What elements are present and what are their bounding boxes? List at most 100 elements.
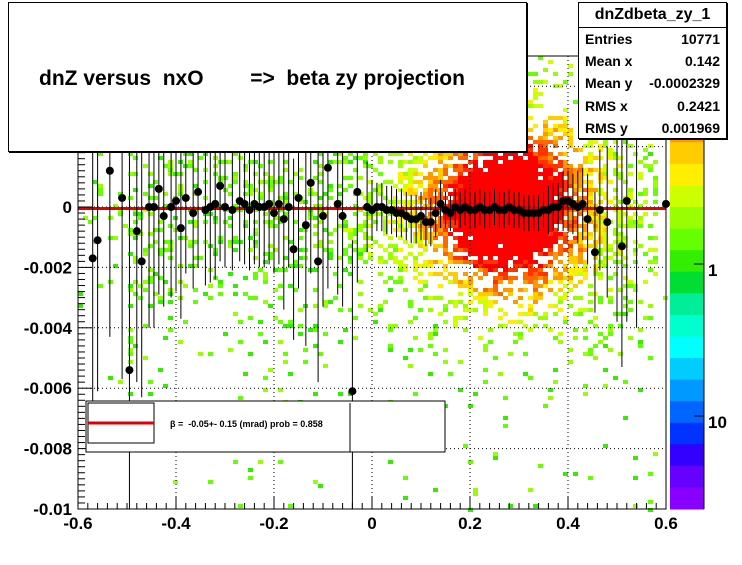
data-point [348,387,357,396]
title-box: dnZ versus nxO => beta zy projection [8,2,527,152]
palette-swatch [670,271,704,294]
stats-value: 10771 [681,31,720,47]
data-point [284,203,293,211]
palette-swatch [670,487,704,510]
y-tick-label: -0.006 [24,379,72,398]
x-tick-label: 0.2 [458,514,482,533]
fit-legend [85,400,446,453]
data-point [93,236,102,245]
stats-box: dnZdbeta_zy_1 Entries 10771 Mean x 0.142… [578,2,727,139]
palette-swatch [670,422,704,445]
x-tick-label: -0.6 [63,514,92,533]
data-point [105,166,114,175]
data-point [211,199,220,208]
data-point [583,215,592,224]
data-point [323,163,332,172]
data-point [595,206,604,215]
palette-swatch [670,401,704,424]
stats-row-mean-x: Mean x 0.142 [585,50,722,72]
stats-label: Mean y [585,75,633,91]
data-point [265,199,274,208]
palette-swatch [670,336,704,359]
data-point [603,218,612,227]
data-point [426,218,435,227]
data-point [294,193,303,202]
y-tick-label: -0.01 [33,500,72,519]
y-tick-label: -0.004 [24,319,73,338]
data-point [270,209,278,218]
stats-title: dnZdbeta_zy_1 [579,3,726,28]
x-tick-label: 0.4 [556,514,580,533]
data-point [167,203,176,211]
data-point [221,203,229,211]
x-tick-label: 0.6 [654,514,678,533]
data-point [88,254,97,263]
data-point [622,196,631,205]
data-point [301,221,310,230]
stats-value: 0.001969 [661,120,720,136]
data-point [617,242,626,251]
data-point [338,212,347,221]
stats-row-entries: Entries 10771 [585,28,722,50]
x-tick-label: -0.2 [259,514,288,533]
palette-swatch [670,250,704,273]
y-tick-label: -0.008 [24,440,72,459]
data-point [436,199,445,208]
palette-swatch [670,465,704,488]
data-point [132,227,141,236]
data-point [194,187,203,196]
data-point [189,209,198,218]
data-point [172,196,180,205]
data-point [446,209,455,218]
palette-swatch [670,293,704,316]
data-point [159,212,168,221]
data-point [176,224,185,233]
data-point [240,199,249,208]
data-point [554,203,563,211]
data-point [125,366,134,375]
data-point [118,193,127,202]
data-point [289,245,298,254]
data-point [306,178,315,187]
stats-label: Mean x [585,53,633,69]
data-point [578,199,587,208]
stats-label: RMS y [585,120,628,136]
stats-row-mean-y: Mean y -0.0002329 [585,72,722,94]
palette-swatch [670,207,704,230]
palette-swatch [670,228,704,251]
data-point [154,184,163,193]
stats-row-rms-y: RMS y 0.001969 [585,117,722,139]
data-point [590,248,599,257]
palette-swatch [670,379,704,402]
data-point [245,206,254,215]
x-tick-label: 0 [367,514,376,533]
palette-swatch [670,185,704,208]
fit-result-text: β = -0.05+- 0.15 (mrad) prob = 0.858 [170,419,323,429]
stats-label: RMS x [585,98,628,114]
plot-title: dnZ versus nxO => beta zy projection [39,67,465,90]
data-point [181,193,190,202]
data-point [279,215,288,224]
palette-swatch [670,444,704,467]
stats-value: -0.0002329 [649,75,720,91]
x-tick-label: -0.4 [161,514,191,533]
data-point [274,199,283,208]
palette-label: 10 [708,413,727,432]
data-point [149,203,158,211]
data-point [333,199,342,208]
data-point [431,209,440,218]
data-point [417,212,425,221]
palette-swatch [670,142,704,165]
data-point [216,181,225,190]
data-point [137,257,146,266]
stats-value: 0.142 [684,53,720,69]
palette-swatch [670,314,704,337]
data-point [319,212,327,221]
y-tick-label: 0 [63,198,72,217]
palette-swatch [670,358,704,381]
stats-label: Entries [585,31,633,47]
stats-row-rms-x: RMS x 0.2421 [585,95,722,117]
palette-swatch [670,163,704,186]
palette-label: 1 [708,261,717,280]
data-point [228,206,237,215]
